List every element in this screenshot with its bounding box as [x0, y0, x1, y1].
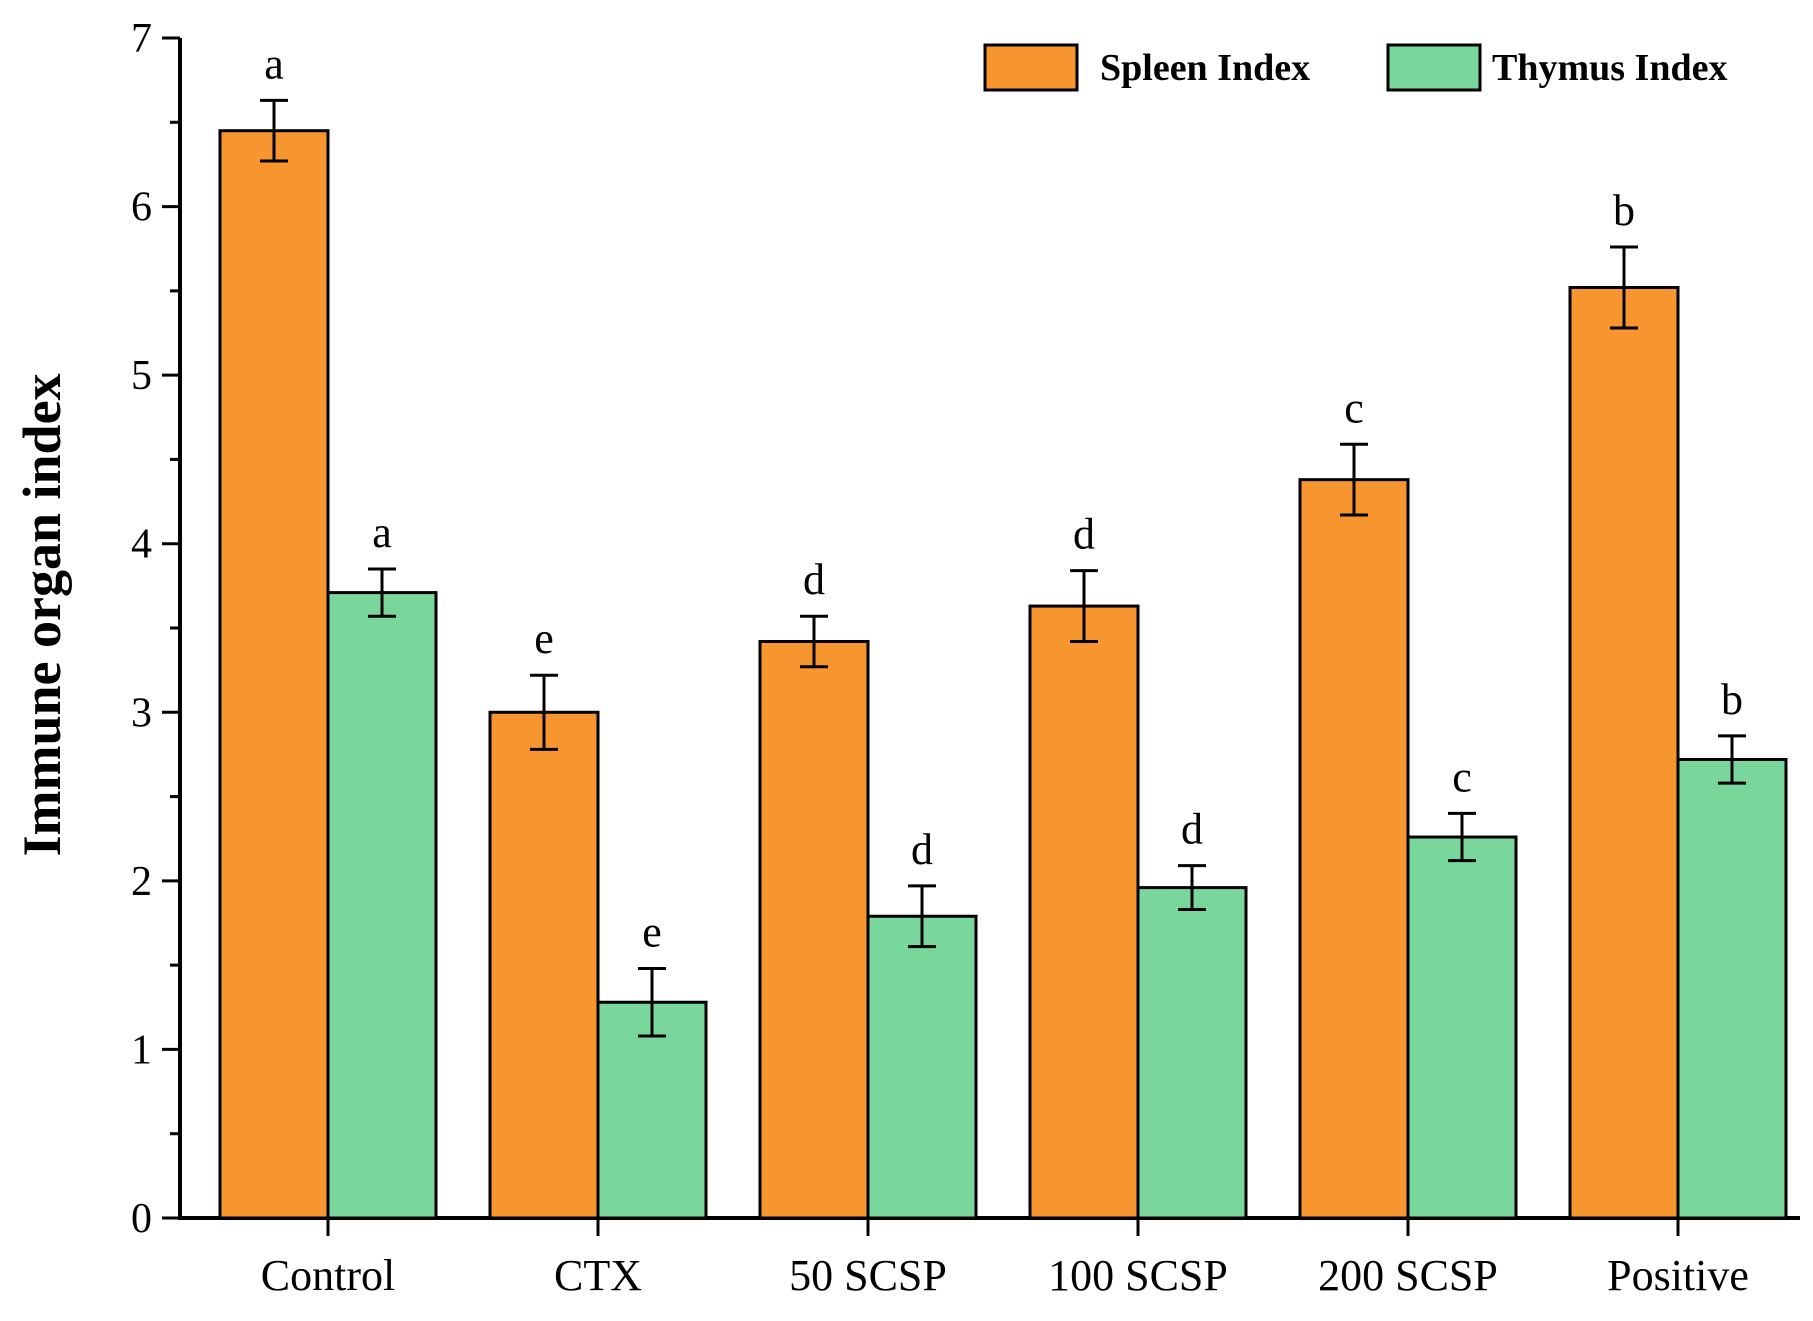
significance-label: d: [1073, 510, 1095, 559]
x-tick-label: 200 SCSP: [1318, 1251, 1498, 1300]
plot-area: 0 1 2 3 4 5 6 7 Control a a CTX e e 50 SCSP d d 100 SCSP d…: [131, 16, 1800, 1300]
significance-label: a: [372, 508, 392, 557]
significance-label: b: [1721, 675, 1743, 724]
y-tick-label: 2: [131, 859, 152, 905]
x-tick-label: Positive: [1607, 1251, 1749, 1300]
legend-label: Thymus Index: [1492, 47, 1727, 89]
significance-label: e: [534, 614, 554, 663]
x-tick-label: 100 SCSP: [1048, 1251, 1228, 1300]
x-tick-label: Control: [261, 1251, 395, 1300]
significance-label: c: [1452, 752, 1472, 801]
bar-thymus-index: [866, 914, 978, 1220]
legend-swatch: [1386, 43, 1482, 92]
significance-label: e: [642, 908, 662, 957]
y-tick-label: 1: [131, 1027, 152, 1073]
legend-swatch: [983, 43, 1079, 92]
y-tick-label: 7: [131, 16, 152, 62]
bar-thymus-index: [1406, 835, 1518, 1220]
bar-thymus-index: [1136, 886, 1248, 1220]
y-tick-label: 0: [131, 1196, 152, 1242]
y-tick-label: 5: [131, 353, 152, 399]
bar-spleen-index: [218, 129, 330, 1220]
bar-thymus-index: [326, 591, 438, 1220]
x-tick-label: 50 SCSP: [789, 1251, 947, 1300]
significance-label: c: [1344, 383, 1364, 432]
significance-label: a: [264, 39, 284, 88]
bar-spleen-index: [1028, 604, 1140, 1220]
significance-label: d: [911, 825, 933, 874]
y-tick-label: 3: [131, 690, 152, 736]
x-tick-label: CTX: [554, 1251, 642, 1300]
legend-label: Spleen Index: [1100, 47, 1310, 89]
bar-spleen-index: [758, 639, 870, 1220]
bar-thymus-index: [1676, 757, 1788, 1220]
significance-label: d: [803, 555, 825, 604]
y-tick-label: 6: [131, 185, 152, 231]
significance-label: b: [1613, 186, 1635, 235]
bar-spleen-index: [488, 710, 600, 1220]
bar-spleen-index: [1568, 285, 1680, 1220]
y-tick-label: 4: [131, 522, 152, 568]
y-axis-title-group: Immune organ index: [12, 373, 72, 856]
y-axis-label: Immune organ index: [12, 373, 72, 856]
legend: Spleen Index Thymus Index: [983, 43, 1727, 92]
bar-thymus-index: [596, 1000, 708, 1220]
significance-label: d: [1181, 805, 1203, 854]
bar-spleen-index: [1298, 478, 1410, 1220]
